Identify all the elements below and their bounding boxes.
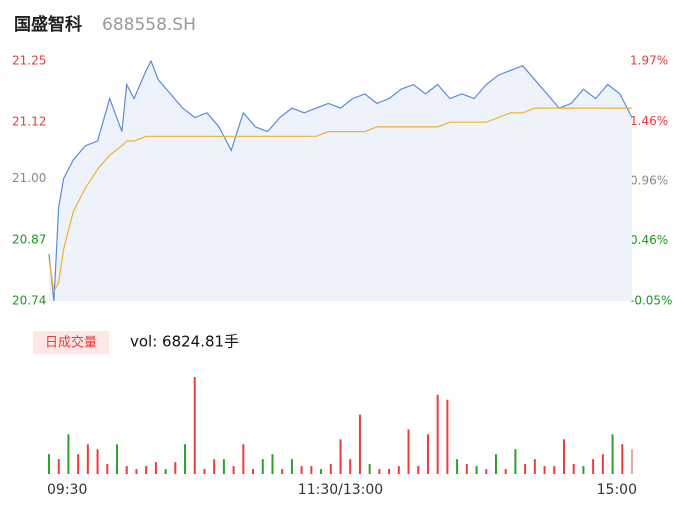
volume-bar xyxy=(368,464,371,474)
volume-bar xyxy=(533,459,536,474)
volume-bar xyxy=(184,444,187,474)
volume-bar xyxy=(358,414,361,474)
volume-bar xyxy=(67,434,70,474)
volume-bar xyxy=(252,469,255,474)
x-tick-label: 11:30/13:00 xyxy=(298,482,383,498)
volume-bar xyxy=(397,466,400,474)
volume-bar xyxy=(388,469,391,474)
volume-bar xyxy=(475,466,478,474)
volume-bar xyxy=(86,444,89,474)
y-tick-label: 20.74 xyxy=(12,294,46,308)
volume-bar xyxy=(572,464,575,474)
volume-bar xyxy=(378,469,381,474)
y-tick-label: 20.87 xyxy=(12,232,46,246)
volume-bar xyxy=(494,454,497,474)
volume-bar xyxy=(320,469,323,474)
average-line xyxy=(48,107,632,294)
volume-bar xyxy=(290,459,293,474)
volume-bar xyxy=(504,469,507,474)
volume-bar xyxy=(164,469,167,474)
volume-bar xyxy=(611,434,614,474)
volume-bar xyxy=(96,449,99,474)
volume-bar xyxy=(213,459,216,474)
stock-name: 国盛智科 xyxy=(14,14,82,35)
volume-bar xyxy=(485,469,488,474)
price-line xyxy=(48,59,633,302)
volume-bar xyxy=(349,459,352,474)
volume-bar xyxy=(553,466,556,474)
volume-bar xyxy=(174,462,177,474)
volume-bar xyxy=(601,454,604,474)
volume-bar xyxy=(582,466,585,474)
volume-summary: vol: 6824.81手 xyxy=(130,333,239,351)
volume-bar xyxy=(116,444,119,474)
volume-bar xyxy=(261,459,264,474)
volume-bar xyxy=(271,454,274,474)
volume-bar xyxy=(436,394,439,474)
volume-bar xyxy=(125,466,128,474)
volume-bar xyxy=(339,439,342,474)
y-tick-label: 21.00 xyxy=(12,171,46,185)
y2-tick-label: 0.96% xyxy=(630,174,668,188)
volume-bar xyxy=(135,469,138,474)
volume-bar xyxy=(57,459,60,474)
volume-bar xyxy=(281,469,284,474)
volume-label: 日成交量 xyxy=(45,335,97,351)
volume-bar xyxy=(426,434,429,474)
volume-bar xyxy=(329,464,332,474)
volume-bar xyxy=(465,464,468,474)
volume-bar xyxy=(242,444,245,474)
volume-bar xyxy=(145,466,148,474)
y2-tick-label: 1.46% xyxy=(630,114,668,128)
y-tick-label: 21.25 xyxy=(12,54,46,68)
volume-bar xyxy=(514,449,517,474)
volume-bar xyxy=(592,459,595,474)
volume-bar xyxy=(154,462,157,474)
volume-bar xyxy=(446,399,449,474)
volume-bar xyxy=(417,466,420,474)
stock-code: 688558.SH xyxy=(102,15,196,35)
volume-bar xyxy=(300,466,303,474)
volume-bar xyxy=(631,449,633,474)
volume-bar xyxy=(48,454,50,474)
volume-bar xyxy=(562,439,565,474)
y2-tick-label: 1.97% xyxy=(630,54,668,68)
price-area xyxy=(49,61,632,301)
y2-tick-label: -0.05% xyxy=(630,294,672,308)
x-tick-label: 15:00 xyxy=(597,482,637,498)
volume-bar xyxy=(193,376,196,474)
y-tick-label: 21.12 xyxy=(12,115,46,129)
volume-bar xyxy=(543,466,546,474)
volume-bar xyxy=(407,429,410,474)
volume-bar xyxy=(524,464,527,474)
volume-label-box xyxy=(33,331,109,354)
volume-bar xyxy=(621,444,624,474)
x-tick-label: 09:30 xyxy=(47,482,87,498)
y2-tick-label: 0.46% xyxy=(630,233,668,247)
volume-bar xyxy=(310,466,313,474)
volume-bar xyxy=(106,464,109,474)
volume-bar xyxy=(232,466,235,474)
volume-bar xyxy=(456,459,459,474)
volume-bar xyxy=(203,469,206,474)
volume-bar xyxy=(222,459,225,474)
volume-bar xyxy=(77,454,80,474)
